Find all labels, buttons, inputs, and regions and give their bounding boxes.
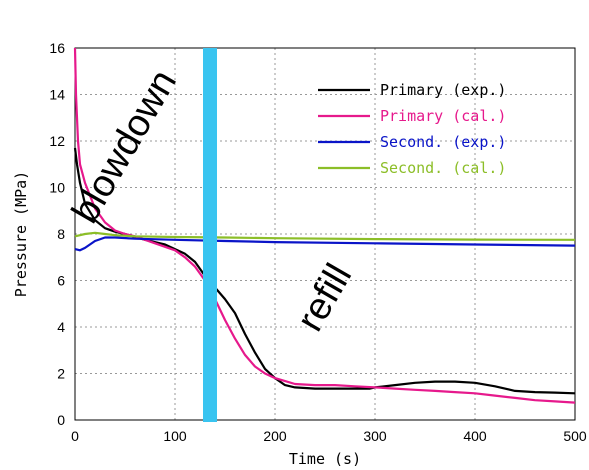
x-tick-label-1: 100 bbox=[163, 428, 187, 444]
annotation-1: refill bbox=[289, 257, 360, 338]
y-tick-label-6: 12 bbox=[49, 133, 65, 149]
y-tick-label-0: 0 bbox=[57, 412, 65, 428]
series-line-2 bbox=[74, 236, 576, 252]
x-tick-label-2: 200 bbox=[263, 428, 287, 444]
y-tick-label-2: 4 bbox=[57, 319, 65, 335]
legend-label-0: Primary (exp.) bbox=[380, 81, 506, 99]
annotation-0: blowdown bbox=[64, 63, 185, 230]
series-line-3 bbox=[74, 231, 576, 241]
x-axis-label: Time (s) bbox=[289, 450, 361, 468]
x-tick-label-0: 0 bbox=[71, 428, 79, 444]
highlight-group bbox=[203, 48, 217, 422]
grid bbox=[75, 48, 575, 420]
series-line-1 bbox=[73, 47, 576, 404]
x-tick-label-4: 400 bbox=[463, 428, 487, 444]
x-tick-label-3: 300 bbox=[363, 428, 387, 444]
x-tick-label-5: 500 bbox=[563, 428, 587, 444]
y-tick-label-3: 6 bbox=[57, 273, 65, 289]
legend-label-2: Second. (exp.) bbox=[380, 133, 506, 151]
series-line-0 bbox=[73, 147, 576, 395]
legend: Primary (exp.) Primary (cal.) Second. (exp… bbox=[318, 81, 506, 177]
y-tick-label-4: 8 bbox=[57, 226, 65, 242]
legend-label-1: Primary (cal.) bbox=[380, 107, 506, 125]
x-tick-labels: 0 100 200 300 400 500 bbox=[71, 428, 587, 444]
y-tick-label-1: 2 bbox=[57, 366, 65, 382]
y-tick-label-7: 14 bbox=[49, 87, 65, 103]
y-axis-label: Pressure (MPa) bbox=[12, 171, 30, 297]
y-tick-label-8: 16 bbox=[49, 40, 65, 56]
y-tick-labels: 0 2 4 6 8 10 12 14 16 bbox=[49, 40, 65, 428]
highlight-bar bbox=[203, 48, 217, 422]
y-tick-label-5: 10 bbox=[49, 180, 65, 196]
series-group bbox=[73, 47, 576, 404]
legend-label-3: Second. (cal.) bbox=[380, 159, 506, 177]
plot-frame bbox=[74, 47, 576, 421]
